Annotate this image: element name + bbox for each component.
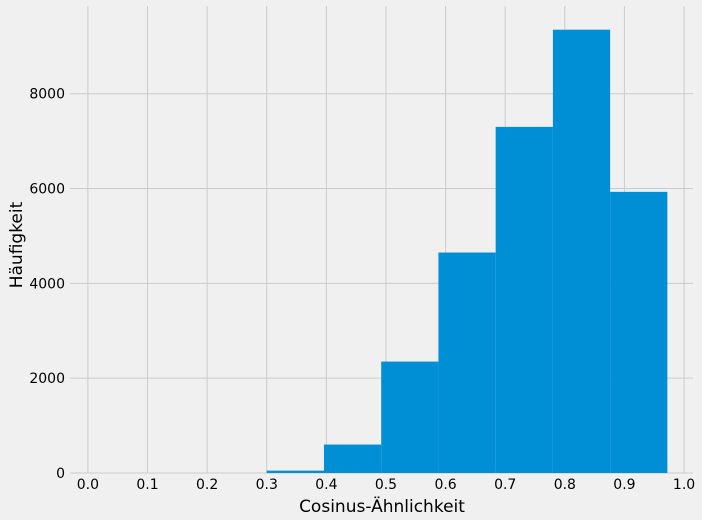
histogram-bar xyxy=(323,444,382,473)
y-axis-ticks: 0 2000 4000 6000 8000 xyxy=(29,87,65,482)
x-tick-label: 0.9 xyxy=(613,477,635,493)
y-tick-label: 4000 xyxy=(29,276,65,292)
y-tick-label: 0 xyxy=(56,466,65,482)
y-tick-label: 8000 xyxy=(29,87,65,103)
x-tick-label: 0.2 xyxy=(196,477,218,493)
histogram-bar xyxy=(381,361,439,473)
x-tick-label: 1.0 xyxy=(673,477,695,493)
y-tick-label: 6000 xyxy=(29,182,65,198)
x-axis-ticks: 0.0 0.1 0.2 0.3 0.4 0.5 0.6 0.7 0.8 0.9 1.0 xyxy=(77,477,695,493)
x-tick-label: 0.4 xyxy=(315,477,337,493)
histogram-bar xyxy=(266,470,324,473)
x-tick-label: 0.8 xyxy=(554,477,576,493)
x-axis-title: Cosinus-Ähnlichkeit xyxy=(299,496,465,517)
y-tick-label: 2000 xyxy=(29,371,65,387)
x-tick-label: 0.1 xyxy=(136,477,158,493)
histogram-bar xyxy=(438,252,496,473)
x-tick-label: 0.0 xyxy=(77,477,99,493)
x-tick-label: 0.3 xyxy=(256,477,278,493)
histogram-bars xyxy=(266,29,668,474)
histogram-bar xyxy=(610,191,668,473)
x-tick-label: 0.5 xyxy=(375,477,397,493)
x-tick-label: 0.7 xyxy=(494,477,516,493)
histogram-bar xyxy=(495,126,553,474)
x-tick-label: 0.6 xyxy=(434,477,456,493)
y-axis-title: Häufigkeit xyxy=(7,201,27,288)
histogram-bar xyxy=(552,29,611,473)
